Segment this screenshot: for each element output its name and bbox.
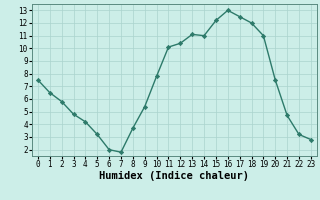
X-axis label: Humidex (Indice chaleur): Humidex (Indice chaleur) [100,171,249,181]
